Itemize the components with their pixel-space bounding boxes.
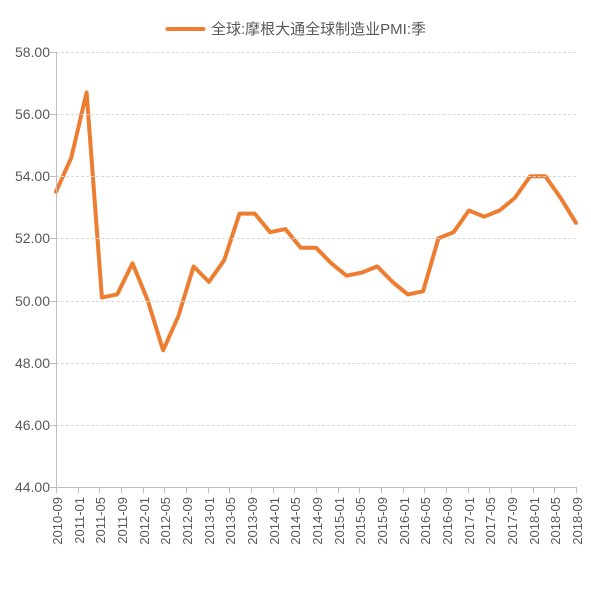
xtick-label: 2012-01 bbox=[137, 497, 152, 545]
xtick-label: 2014-05 bbox=[288, 497, 303, 545]
xtick-mark bbox=[554, 487, 555, 493]
xtick-mark bbox=[576, 487, 577, 493]
xtick-mark bbox=[424, 487, 425, 493]
xtick-label: 2015-05 bbox=[353, 497, 368, 545]
ytick-label: 54.00 bbox=[6, 168, 50, 184]
gridline bbox=[56, 114, 576, 115]
series-line bbox=[56, 92, 576, 350]
gridline bbox=[56, 301, 576, 302]
xtick-label: 2012-05 bbox=[158, 497, 173, 545]
plot-area bbox=[56, 52, 576, 487]
xtick-label: 2018-05 bbox=[548, 497, 563, 545]
gridline bbox=[56, 425, 576, 426]
xtick-label: 2012-09 bbox=[180, 497, 195, 545]
xtick-mark bbox=[403, 487, 404, 493]
xtick-mark bbox=[208, 487, 209, 493]
gridline bbox=[56, 52, 576, 53]
legend-swatch bbox=[165, 27, 205, 31]
xtick-mark bbox=[273, 487, 274, 493]
gridline bbox=[56, 238, 576, 239]
xtick-label: 2013-05 bbox=[223, 497, 238, 545]
xtick-label: 2016-09 bbox=[440, 497, 455, 545]
xtick-mark bbox=[489, 487, 490, 493]
gridline bbox=[56, 176, 576, 177]
xtick-mark bbox=[186, 487, 187, 493]
xtick-label: 2017-01 bbox=[462, 497, 477, 545]
xtick-label: 2011-05 bbox=[93, 497, 108, 544]
xtick-mark bbox=[338, 487, 339, 493]
pmi-line-chart: 全球:摩根大通全球制造业PMI:季 44.00 46.00 48.00 50.00 52… bbox=[0, 0, 591, 606]
ytick-label: 44.00 bbox=[6, 479, 50, 495]
xtick-mark bbox=[446, 487, 447, 493]
gridline bbox=[56, 363, 576, 364]
ytick-label: 58.00 bbox=[6, 44, 50, 60]
xtick-label: 2016-05 bbox=[418, 497, 433, 545]
xtick-mark bbox=[121, 487, 122, 493]
xtick-mark bbox=[229, 487, 230, 493]
xtick-mark bbox=[533, 487, 534, 493]
xtick-label: 2013-09 bbox=[245, 497, 260, 545]
ytick-label: 52.00 bbox=[6, 230, 50, 246]
chart-legend: 全球:摩根大通全球制造业PMI:季 bbox=[165, 18, 426, 39]
xtick-label: 2018-01 bbox=[527, 497, 542, 545]
xtick-label: 2016-01 bbox=[397, 497, 412, 545]
xtick-mark bbox=[78, 487, 79, 493]
xtick-mark bbox=[164, 487, 165, 493]
ytick-label: 50.00 bbox=[6, 293, 50, 309]
xtick-mark bbox=[143, 487, 144, 493]
xtick-label: 2011-01 bbox=[72, 497, 87, 544]
ytick-label: 46.00 bbox=[6, 417, 50, 433]
xtick-label: 2011-09 bbox=[115, 497, 130, 544]
xtick-label: 2017-05 bbox=[483, 497, 498, 545]
xtick-mark bbox=[294, 487, 295, 493]
xtick-label: 2017-09 bbox=[505, 497, 520, 545]
xtick-mark bbox=[316, 487, 317, 493]
xtick-label: 2013-01 bbox=[202, 497, 217, 545]
xtick-mark bbox=[511, 487, 512, 493]
ytick-label: 48.00 bbox=[6, 355, 50, 371]
xtick-mark bbox=[359, 487, 360, 493]
y-axis bbox=[56, 52, 57, 487]
xtick-label: 2014-01 bbox=[267, 497, 282, 545]
xtick-mark bbox=[56, 487, 57, 493]
xtick-label: 2015-01 bbox=[332, 497, 347, 545]
xtick-mark bbox=[99, 487, 100, 493]
xtick-label: 2015-09 bbox=[375, 497, 390, 545]
xtick-label: 2010-09 bbox=[50, 497, 65, 545]
xtick-label: 2018-09 bbox=[570, 497, 585, 545]
legend-label: 全球:摩根大通全球制造业PMI:季 bbox=[211, 18, 426, 39]
xtick-mark bbox=[251, 487, 252, 493]
xtick-mark bbox=[468, 487, 469, 493]
ytick-label: 56.00 bbox=[6, 106, 50, 122]
xtick-mark bbox=[381, 487, 382, 493]
line-series-svg bbox=[56, 52, 576, 487]
xtick-label: 2014-09 bbox=[310, 497, 325, 545]
